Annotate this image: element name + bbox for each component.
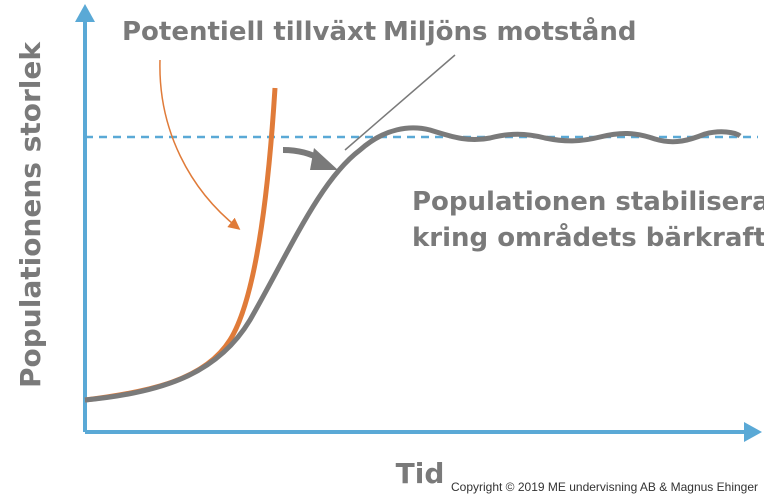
stabilize-label: kring områdets bärkraft	[412, 221, 764, 253]
stabilize-label: Populationen stabiliseras	[412, 187, 764, 217]
x-axis-label: Tid	[396, 457, 445, 490]
resistance-pointer	[344, 54, 456, 151]
y-axis-label: Populationens storlek	[14, 41, 47, 388]
logistic-curve	[84, 125, 742, 403]
resistance-label: Miljöns motstånd	[383, 15, 636, 47]
potential-label: Potentiell tillväxt	[122, 17, 376, 47]
copyright: Copyright © 2019 ME undervisning AB & Ma…	[451, 480, 758, 494]
pointer-arrow	[159, 59, 241, 230]
resistance-arrowhead	[310, 148, 338, 170]
exponential-curve	[84, 87, 278, 403]
axes	[75, 4, 762, 442]
